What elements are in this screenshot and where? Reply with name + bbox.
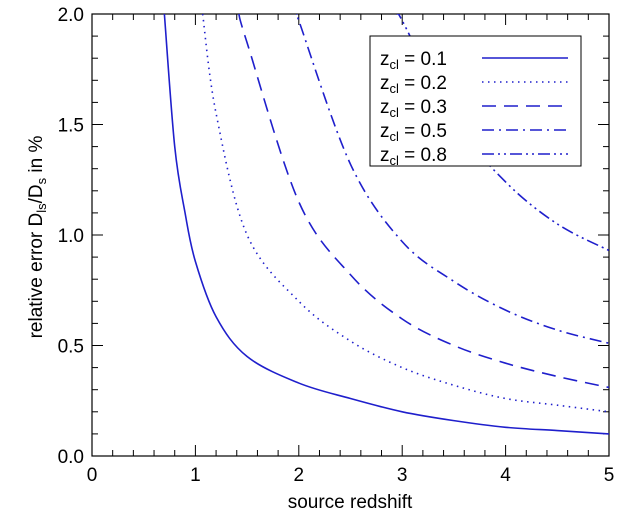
y-axis-title-sub1: ls: [34, 203, 49, 213]
legend-label: zcl = 0.8: [380, 145, 447, 168]
y-tick-label: 1.5: [58, 116, 84, 137]
x-axis-title: source redshift: [288, 492, 413, 513]
legend-label: zcl = 0.5: [380, 121, 447, 144]
x-tick-label: 1: [190, 465, 201, 486]
y-axis-title-suffix: in %: [26, 136, 47, 178]
x-tick-label: 5: [604, 465, 615, 486]
legend-label: zcl = 0.2: [380, 73, 447, 96]
series-group: [163, 14, 609, 435]
legend-label-z: z: [380, 145, 390, 166]
legend-label-z: z: [380, 73, 390, 94]
legend-label-value: = 0.2: [399, 73, 447, 94]
x-tick-label: 3: [397, 465, 408, 486]
legend-label-value: = 0.5: [399, 121, 447, 142]
axes: 0 1 2 3 4 5 0.0 0.5 1.0 1.5 2.0: [58, 5, 615, 486]
legend-label-value: = 0.3: [399, 97, 447, 118]
legend-label-value: = 0.1: [399, 49, 447, 70]
series-line-5: [396, 14, 609, 252]
legend-label-z: z: [380, 49, 390, 70]
legend-label: zcl = 0.1: [380, 49, 447, 72]
y-axis-title-sub2: s: [34, 177, 49, 184]
series-line-1: [163, 14, 609, 435]
x-tick-label: 0: [87, 465, 98, 486]
legend-label: zcl = 0.3: [380, 97, 447, 120]
y-tick-label: 1.0: [58, 226, 84, 247]
legend-label-subscript: cl: [390, 105, 400, 120]
x-tick-label: 4: [500, 465, 511, 486]
legend-label-subscript: cl: [390, 153, 400, 168]
legend-label-z: z: [380, 121, 390, 142]
y-tick-label: 0.0: [58, 447, 84, 468]
legend-label-z: z: [380, 97, 390, 118]
y-tick-label: 2.0: [58, 5, 84, 26]
legend-label-subscript: cl: [390, 81, 400, 96]
series-line-3: [238, 14, 609, 389]
y-axis-title-prefix: relative error D: [26, 213, 47, 339]
legend-label-subscript: cl: [390, 129, 400, 144]
legend-label-subscript: cl: [390, 57, 400, 72]
y-tick-label: 0.5: [58, 337, 84, 358]
series-line-4: [295, 14, 609, 345]
y-axis-title-mid: /D: [26, 184, 47, 203]
y-axis-title: relative error Dls/Ds in %: [26, 136, 49, 339]
x-tick-label: 2: [294, 465, 305, 486]
legend-label-value: = 0.8: [399, 145, 447, 166]
